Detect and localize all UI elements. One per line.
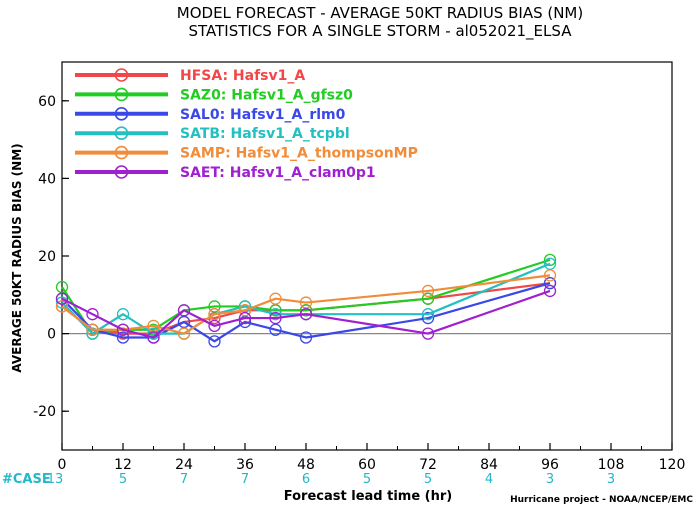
x-tick-label: 0 (58, 457, 67, 473)
case-count: 3 (546, 472, 554, 487)
legend-item: SAL0: Hafsv1_A_rlm0 (75, 107, 346, 123)
legend-item: SAZ0: Hafsv1_A_gfsz0 (75, 87, 353, 103)
case-count: 5 (363, 472, 371, 487)
case-count: 5 (424, 472, 432, 487)
series-line (61, 262, 551, 335)
series-line (61, 282, 551, 343)
data-point (116, 323, 130, 336)
legend-label: SAL0: Hafsv1_A_rlm0 (180, 107, 346, 123)
data-point (208, 335, 221, 348)
credit-text: Hurricane project - NOAA/NCEP/EMC (510, 495, 693, 505)
series-3 (55, 277, 557, 348)
data-point (86, 327, 99, 340)
case-label: #CASE (2, 472, 51, 487)
legend-label: SAZ0: Hafsv1_A_gfsz0 (180, 87, 353, 103)
data-point (421, 308, 435, 321)
data-point (269, 308, 282, 321)
x-tick-label: 12 (114, 457, 132, 473)
data-point (208, 300, 221, 313)
x-tick-label: 36 (236, 457, 254, 473)
legend-swatch-marker (114, 145, 129, 160)
legend-label: HFSA: Hafsv1_A (180, 68, 305, 84)
data-point (116, 308, 130, 321)
data-point (299, 331, 313, 344)
plot-frame (61, 61, 673, 451)
data-point (269, 292, 282, 305)
data-point (208, 319, 221, 332)
y-tick-label: 40 (38, 171, 56, 187)
legend-swatch-marker (114, 126, 129, 140)
x-tick-label: 120 (659, 457, 686, 473)
legend-item: SAMP: Hafsv1_A_thompsonMP (75, 146, 418, 162)
legend-item: SAET: Hafsv1_A_clam0p1 (75, 165, 376, 181)
series-line (61, 274, 551, 335)
legend-swatch-marker (114, 68, 129, 82)
x-tick-label: 84 (480, 457, 498, 473)
case-count: 7 (241, 472, 249, 487)
case-count: 4 (485, 472, 493, 487)
legend-item: SATB: Hafsv1_A_tcpbl (75, 126, 350, 142)
data-point (299, 308, 313, 321)
x-tick-label: 72 (419, 457, 437, 473)
series-4 (55, 257, 557, 340)
data-point (177, 304, 191, 317)
x-tick-label: 48 (297, 457, 315, 473)
data-point (55, 300, 69, 313)
data-point (299, 304, 313, 317)
y-tick-label: -20 (33, 404, 56, 420)
legend-swatch-marker (114, 165, 129, 179)
y-tick-label: 0 (47, 327, 56, 343)
series-line (61, 289, 551, 339)
data-point (55, 292, 69, 305)
case-count: 6 (302, 472, 310, 487)
legend-swatch-marker (114, 107, 129, 121)
y-axis-label: AVERAGE 50KT RADIUS BIAS (NM) (10, 143, 24, 372)
legend-label: SAMP: Hafsv1_A_thompsonMP (180, 146, 418, 162)
x-tick-label: 108 (598, 457, 625, 473)
series-line (61, 258, 551, 335)
data-point (543, 253, 557, 267)
case-count: 13 (47, 472, 64, 487)
data-point (177, 327, 191, 340)
data-point (238, 311, 252, 325)
data-point (86, 323, 99, 336)
data-point (421, 327, 435, 340)
case-count: 7 (180, 472, 188, 487)
case-count: 3 (607, 472, 615, 487)
case-count: 5 (119, 472, 127, 487)
y-tick-label: 20 (38, 249, 56, 265)
legend-item: HFSA: Hafsv1_A (75, 68, 305, 84)
data-point (238, 304, 252, 317)
data-point (543, 277, 557, 290)
data-point (421, 311, 435, 325)
x-tick-label: 60 (358, 457, 376, 473)
data-point (147, 331, 160, 344)
series-6 (55, 284, 557, 344)
data-point (543, 284, 557, 298)
legend-label: SAET: Hafsv1_A_clam0p1 (180, 165, 376, 181)
data-point (543, 269, 557, 282)
data-point (421, 292, 435, 305)
data-point (269, 311, 282, 325)
chart-subtitle: STATISTICS FOR A SINGLE STORM - al052021… (189, 22, 573, 41)
legend-swatch-marker (114, 87, 129, 102)
data-point (421, 284, 435, 298)
data-point (116, 327, 130, 340)
data-point (116, 331, 130, 344)
legend-label: SATB: Hafsv1_A_tcpbl (180, 126, 350, 142)
y-tick-label: 60 (38, 94, 56, 110)
data-point (86, 308, 99, 321)
x-tick-label: 24 (175, 457, 193, 473)
x-axis-label: Forecast lead time (hr) (284, 489, 452, 504)
chart-title: MODEL FORECAST - AVERAGE 50KT RADIUS BIA… (177, 4, 583, 22)
x-tick-label: 96 (541, 457, 559, 473)
